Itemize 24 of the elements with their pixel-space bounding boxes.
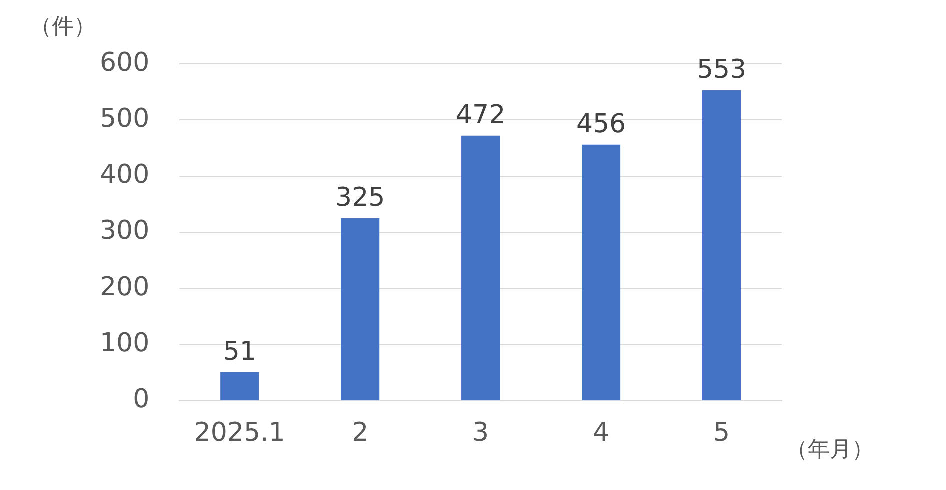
bar bbox=[702, 90, 742, 400]
data-label: 456 bbox=[576, 110, 626, 140]
data-label: 472 bbox=[456, 100, 506, 131]
y-tick-label: 300 bbox=[100, 216, 150, 246]
x-tick-label: 3 bbox=[472, 418, 490, 448]
y-tick-label: 500 bbox=[100, 104, 150, 134]
bar bbox=[341, 218, 380, 400]
data-label: 325 bbox=[336, 183, 386, 214]
x-tick-label: 2 bbox=[352, 418, 369, 448]
bar bbox=[462, 136, 500, 400]
x-tick-label: 2025.1 bbox=[194, 418, 286, 448]
x-tick-label: 4 bbox=[593, 418, 610, 448]
y-tick-label: 200 bbox=[100, 272, 150, 302]
y-tick-label: 0 bbox=[133, 384, 150, 415]
data-label: 553 bbox=[696, 55, 747, 86]
bar bbox=[220, 372, 260, 400]
y-tick-label: 100 bbox=[100, 328, 150, 358]
y-tick-label: 400 bbox=[100, 160, 150, 190]
y-axis-title: （件） bbox=[30, 14, 96, 40]
y-tick-label: 600 bbox=[100, 48, 150, 78]
bar bbox=[582, 144, 621, 400]
data-label: 51 bbox=[223, 336, 256, 367]
x-axis-title: （年月） bbox=[786, 438, 874, 463]
x-tick-label: 5 bbox=[713, 418, 730, 448]
